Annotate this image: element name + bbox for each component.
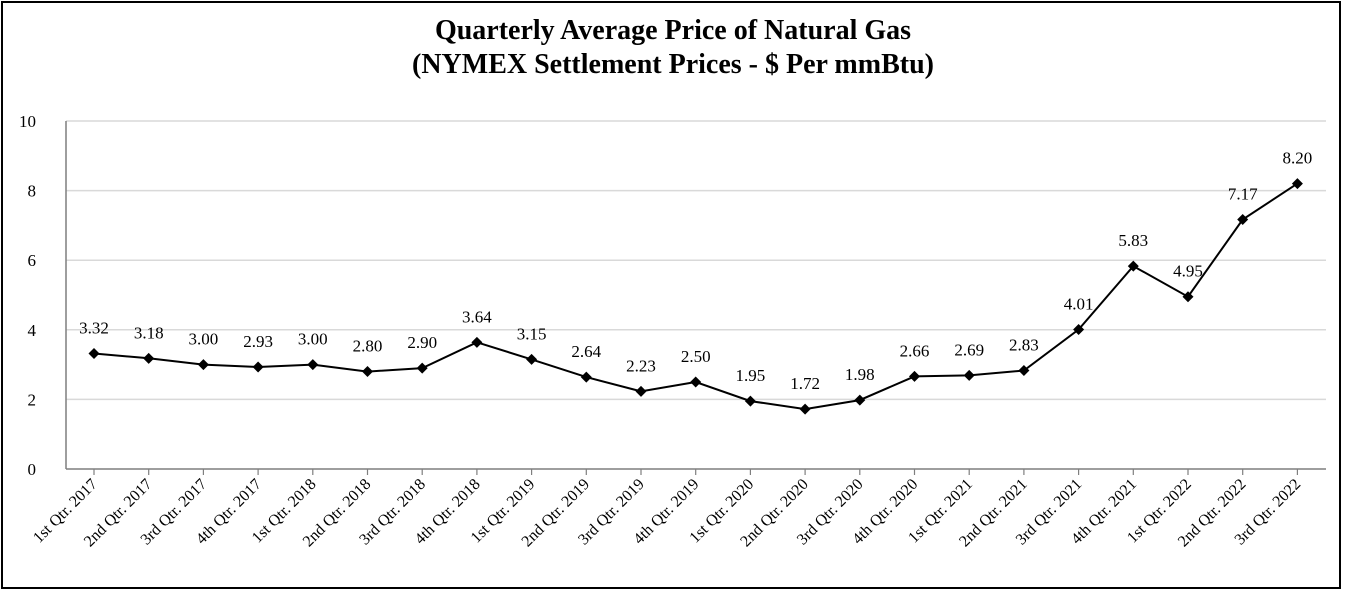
data-point-marker xyxy=(471,336,483,348)
data-point-marker xyxy=(88,347,100,359)
data-point-marker xyxy=(1291,178,1303,190)
data-point-marker xyxy=(635,385,647,397)
data-point-marker xyxy=(1127,260,1139,272)
data-label: 2.80 xyxy=(353,337,383,356)
y-tick-label: 0 xyxy=(28,460,37,479)
chart-subtitle: (NYMEX Settlement Prices - $ Per mmBtu) xyxy=(412,49,934,80)
data-point-marker xyxy=(1182,291,1194,303)
data-point-marker xyxy=(416,362,428,374)
data-label: 2.50 xyxy=(681,347,711,366)
y-tick-label: 2 xyxy=(28,390,37,409)
data-point-marker xyxy=(362,366,373,378)
data-point-marker xyxy=(307,359,319,371)
data-label: 2.83 xyxy=(1009,336,1039,355)
data-label: 3.00 xyxy=(298,330,328,349)
data-label: 5.83 xyxy=(1118,231,1148,250)
data-point-marker xyxy=(1073,323,1085,335)
data-label: 4.01 xyxy=(1064,294,1094,313)
data-label: 4.95 xyxy=(1173,262,1203,281)
data-point-marker xyxy=(744,395,756,407)
data-point-marker xyxy=(143,352,155,364)
data-label: 3.32 xyxy=(79,318,109,337)
y-tick-label: 10 xyxy=(19,112,36,131)
data-label: 2.93 xyxy=(243,332,273,351)
data-label: 3.18 xyxy=(134,323,164,342)
data-label: 3.00 xyxy=(189,330,219,349)
data-point-marker xyxy=(526,353,538,365)
chart-title-block: Quarterly Average Price of Natural Gas (… xyxy=(0,14,1346,82)
data-point-marker xyxy=(580,371,592,383)
data-label: 2.69 xyxy=(954,340,984,359)
series-line xyxy=(93,182,1298,411)
data-label: 2.64 xyxy=(571,342,601,361)
data-label: 1.95 xyxy=(736,366,766,385)
y-tick-label: 6 xyxy=(28,251,37,270)
data-label: 2.90 xyxy=(407,333,437,352)
data-label: 1.72 xyxy=(790,374,820,393)
y-tick-label: 8 xyxy=(28,182,37,201)
chart-title: Quarterly Average Price of Natural Gas xyxy=(434,15,912,46)
data-point-marker xyxy=(690,376,702,388)
data-point-marker xyxy=(252,361,264,373)
data-label: 3.64 xyxy=(462,307,492,326)
y-tick-label: 4 xyxy=(28,321,37,340)
data-point-marker xyxy=(1237,213,1249,225)
data-point-marker xyxy=(909,370,920,382)
data-label: 7.17 xyxy=(1228,184,1258,203)
data-point-marker xyxy=(963,369,975,381)
data-point-marker xyxy=(1018,365,1030,377)
data-label: 2.23 xyxy=(626,356,656,375)
data-label: 2.66 xyxy=(900,341,930,360)
data-label: 3.15 xyxy=(517,324,547,343)
data-point-marker xyxy=(799,403,811,415)
data-label: 8.20 xyxy=(1283,149,1313,168)
data-point-marker xyxy=(854,394,866,406)
data-point-marker xyxy=(197,359,209,371)
data-label: 1.98 xyxy=(845,365,875,384)
